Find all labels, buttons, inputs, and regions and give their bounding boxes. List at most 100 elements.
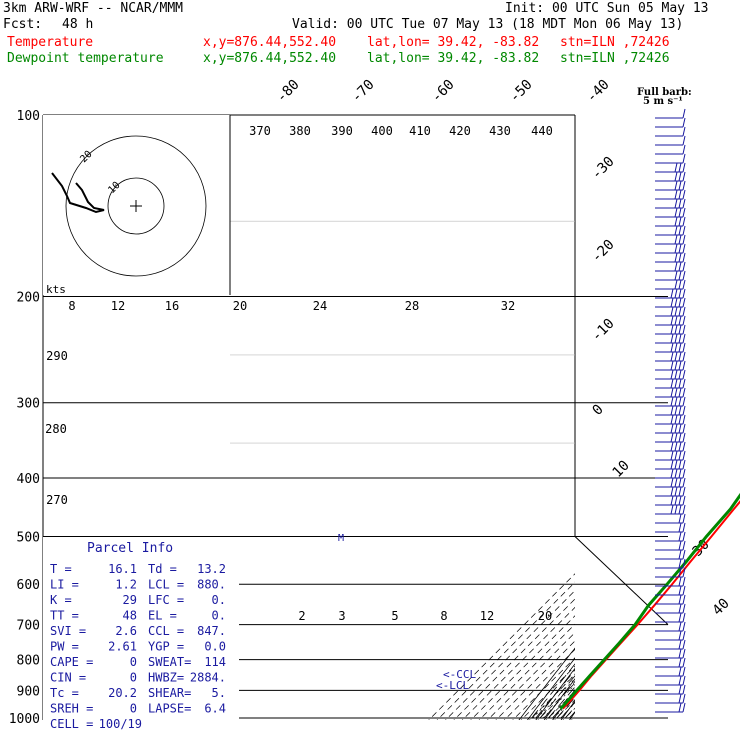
wind-barb	[655, 666, 686, 677]
dewpoint-trace	[559, 492, 740, 710]
isotherm-label: 40	[710, 596, 733, 619]
parcel-info-key: T =	[50, 562, 72, 576]
parcel-info-value: 2.6	[115, 624, 137, 638]
wind-barb	[655, 342, 686, 353]
mixing-ratio-labels: 2 3 5 8 12 20	[298, 609, 552, 623]
parcel-info-key: CCL =	[148, 624, 184, 638]
dewpoint-latlon: lat,lon= 39.42, -83.82	[367, 51, 540, 66]
pressure-tick-label: 400	[17, 472, 40, 487]
parcel-info-key: TT =	[50, 609, 79, 623]
pressure-tick-label: 900	[17, 684, 40, 699]
wind-barb	[655, 252, 686, 263]
m-marker: M	[338, 533, 344, 544]
hodograph-speed-label: 8	[68, 299, 75, 313]
mixing-ratio-label: 2	[298, 609, 305, 623]
theta-label: 380	[289, 124, 311, 138]
forecast-hours: 48 h	[62, 17, 94, 32]
wind-barb	[655, 396, 686, 407]
parcel-info-value: 48	[123, 609, 137, 623]
wind-barb	[655, 306, 686, 317]
temperature-latlon: lat,lon= 39.42, -83.82	[367, 35, 540, 50]
hodograph-speed-label: 24	[313, 299, 327, 313]
theta-label: 390	[331, 124, 353, 138]
valid-time: Valid: 00 UTC Tue 07 May 13 (18 MDT Mon …	[292, 17, 684, 32]
wind-barb	[655, 522, 686, 533]
hodograph-trace	[51, 172, 105, 214]
isotherm-label: -40	[584, 77, 613, 106]
parcel-info-key: SVI =	[50, 624, 86, 638]
temperature-station: stn=ILN ,72426	[560, 35, 670, 50]
theta-label: 440	[531, 124, 553, 138]
temperature-xy: x,y=876.44,552.40	[203, 35, 337, 50]
hodograph-units: kts	[46, 283, 66, 296]
parcel-info-value: 6.4	[204, 702, 226, 716]
wind-barb	[655, 198, 686, 209]
pressure-tick-label: 1000	[9, 712, 40, 727]
wind-barb	[655, 153, 686, 164]
wind-barb	[655, 216, 686, 227]
wind-barb	[655, 135, 686, 146]
wind-barb	[655, 549, 686, 560]
parcel-info-value: 20.2	[108, 686, 137, 700]
parcel-info-key: CAPE =	[50, 655, 93, 669]
wind-barb	[655, 585, 686, 596]
wind-barb	[655, 324, 686, 335]
mixing-ratio-label: 5	[391, 609, 398, 623]
wind-barb	[655, 459, 686, 470]
parcel-info-value: 29	[123, 593, 137, 607]
parcel-info-value: 2.61	[108, 640, 137, 654]
parcel-info-key: Tc =	[50, 686, 79, 700]
wind-barb	[655, 558, 686, 569]
parcel-info-key: LI =	[50, 578, 79, 592]
wind-barb	[655, 576, 686, 587]
theta-label: 290	[46, 349, 68, 363]
wind-barb	[655, 423, 686, 434]
wind-barb	[655, 495, 686, 506]
wind-barbs	[655, 108, 686, 713]
pressure-tick-labels: 100 200 300 400 500 600 700 800 900 1000	[9, 109, 40, 727]
wind-barb	[655, 540, 686, 551]
theta-label: 400	[371, 124, 393, 138]
dewpoint-station: stn=ILN ,72426	[560, 51, 670, 66]
parcel-info-key: SHEAR=	[148, 686, 191, 700]
isotherm-label: -60	[429, 77, 458, 106]
mixing-ratio-label: 8	[440, 609, 447, 623]
wind-barb	[655, 702, 686, 713]
parcel-info-key: PW =	[50, 640, 79, 654]
parcel-info-value: 114	[204, 655, 226, 669]
wind-barb	[655, 126, 686, 137]
parcel-info-key: CELL =	[50, 717, 93, 731]
theta-label: 270	[46, 493, 68, 507]
parcel-info-panel: Parcel Info T = 16.1 Td = 13.2 LI = 1.2 LCL = 8…	[43, 537, 239, 731]
parcel-info-key: LCL =	[148, 578, 184, 592]
wind-barb	[655, 648, 686, 659]
wind-barb	[655, 504, 686, 515]
mixing-ratio-label: 20	[538, 609, 552, 623]
isotherm-label: -20	[589, 237, 618, 266]
isotherm-label: -50	[507, 77, 536, 106]
dewpoint-legend-label: Dewpoint temperature	[7, 51, 164, 66]
wind-barb	[655, 261, 686, 272]
wind-barb	[655, 369, 686, 380]
wind-barb	[655, 288, 686, 299]
wind-barb	[655, 432, 686, 443]
isotherm-label: 10	[610, 458, 633, 481]
parcel-info-value: 0.	[212, 593, 226, 607]
parcel-info-value: 847.	[197, 624, 226, 638]
isotherm-label: -30	[589, 154, 618, 183]
parcel-info-key: LAPSE=	[148, 702, 191, 716]
hodograph-speed-label: 20	[233, 299, 247, 313]
wind-barb	[655, 630, 686, 641]
forecast-label: Fcst:	[3, 17, 43, 32]
pressure-tick-label: 300	[17, 397, 40, 412]
wind-barb	[655, 297, 686, 308]
parcel-info-value: 5.	[212, 686, 226, 700]
lcl-marker: <-LCL	[436, 679, 469, 692]
isotherm-label: -10	[589, 316, 618, 345]
wind-barb	[655, 117, 686, 128]
mixing-ratio-label: 12	[480, 609, 494, 623]
parcel-info-key: K =	[50, 593, 72, 607]
theta-label: 430	[489, 124, 511, 138]
parcel-info-key: EL =	[148, 609, 177, 623]
